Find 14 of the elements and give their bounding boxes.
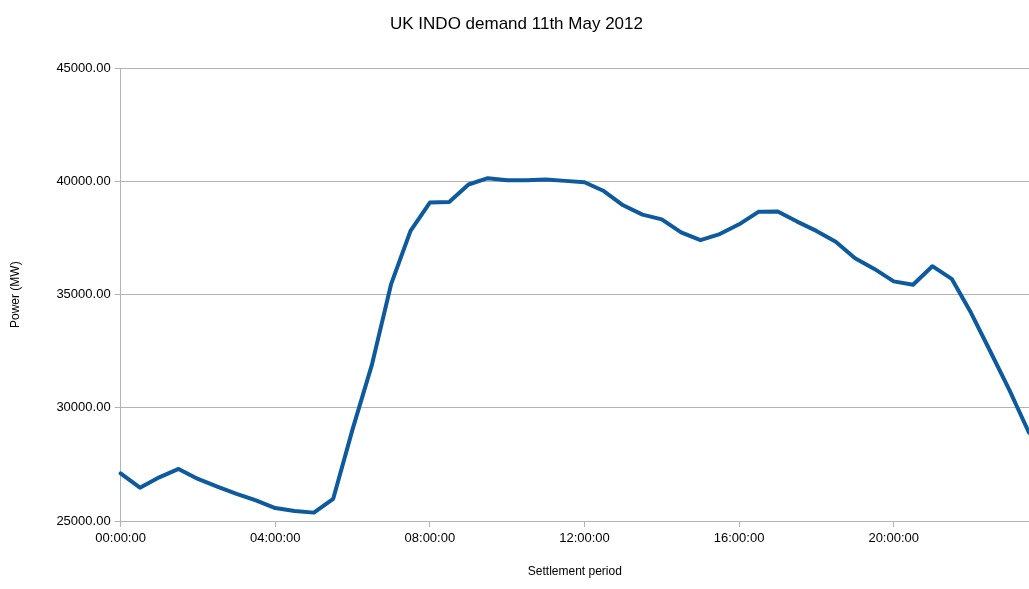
x-tick-label: 16:00:00 xyxy=(713,530,765,546)
x-axis-title: Settlement period xyxy=(527,564,622,579)
x-tick-label: 20:00:00 xyxy=(868,530,920,546)
y-tick-label: 25000.00 xyxy=(56,512,111,528)
y-tick-label: 35000.00 xyxy=(56,286,111,302)
y-tick-label: 40000.00 xyxy=(56,173,111,189)
y-tick-label: 45000.00 xyxy=(56,59,111,75)
x-tick-label: 08:00:00 xyxy=(404,530,456,546)
y-axis-title: Power (MW) xyxy=(7,261,22,329)
x-tick-label: 12:00:00 xyxy=(559,530,610,546)
x-tick-label: 04:00:00 xyxy=(249,530,301,546)
y-tick-label: 30000.00 xyxy=(56,399,111,415)
x-tick-label: 00:00:00 xyxy=(95,530,146,546)
chart-title: UK INDO demand 11th May 2012 xyxy=(390,13,643,33)
